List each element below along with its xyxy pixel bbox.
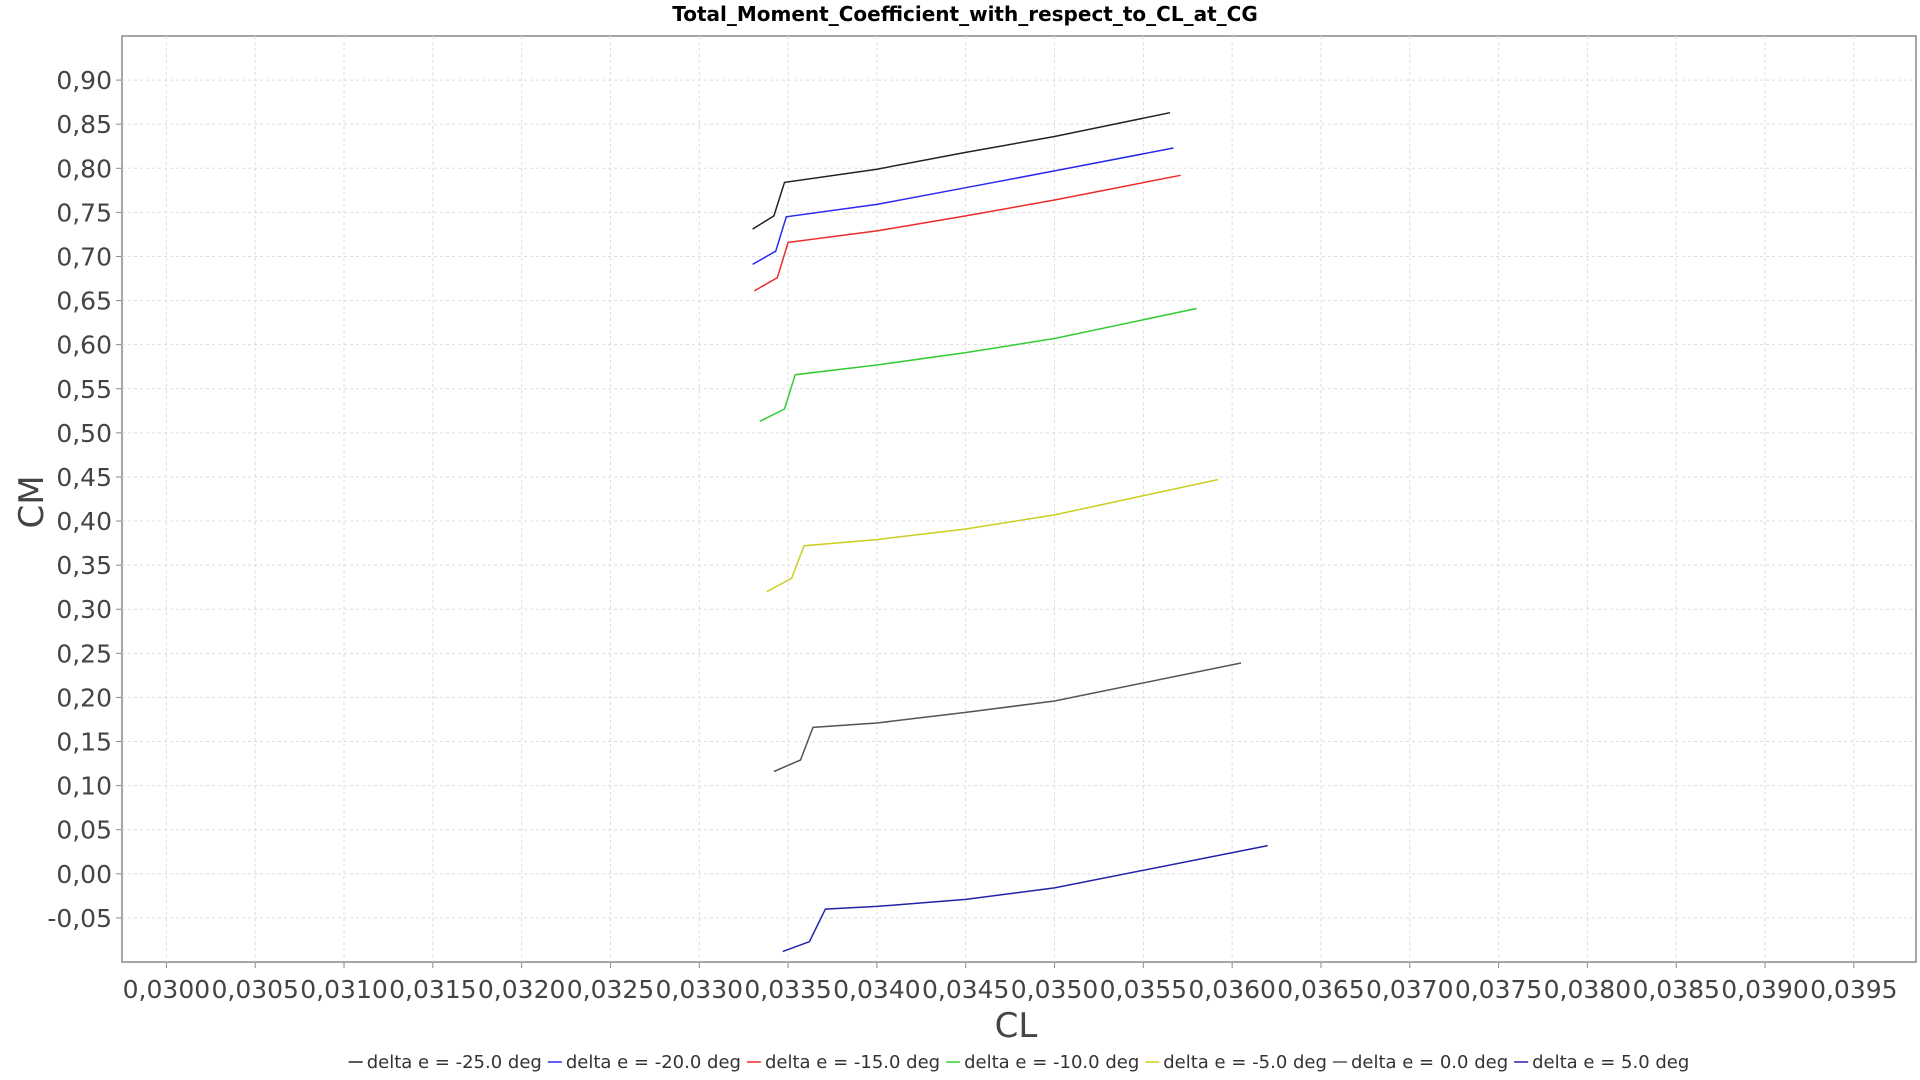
x-tick-label: 0,0385 xyxy=(1632,975,1719,1004)
x-tick-label: 0,0370 xyxy=(1366,975,1453,1004)
y-tick-label: 0,20 xyxy=(56,683,112,712)
x-tick-label: 0,0360 xyxy=(1188,975,1275,1004)
y-tick-label: 0,40 xyxy=(56,507,112,536)
y-axis-ticks: -0,05 0,00 0,05 0,10 0,15 0,20 0,25 0,30 0,35 0,4… xyxy=(47,66,122,933)
x-tick-label: 0,0330 xyxy=(656,975,743,1004)
x-tick-label: 0,0375 xyxy=(1455,975,1542,1004)
y-tick-label: 0,65 xyxy=(56,287,112,316)
y-tick-label: 0,90 xyxy=(56,66,112,95)
series-line xyxy=(759,307,1197,423)
legend-label: delta e = -5.0 deg xyxy=(1163,1052,1327,1073)
x-tick-label: 0,0335 xyxy=(744,975,831,1004)
y-tick-label: 0,70 xyxy=(56,242,112,271)
y-axis-title: CM xyxy=(12,475,52,528)
legend-label: delta e = -10.0 deg xyxy=(964,1052,1139,1073)
x-tick-label: 0,0355 xyxy=(1100,975,1187,1004)
y-tick-label: 0,30 xyxy=(56,595,112,624)
series-line xyxy=(782,844,1268,953)
x-tick-label: 0,0305 xyxy=(211,975,298,1004)
series-line xyxy=(766,478,1219,593)
y-tick-label: 0,50 xyxy=(56,419,112,448)
legend-label: delta e = 5.0 deg xyxy=(1532,1052,1689,1073)
y-tick-label: 0,55 xyxy=(56,375,112,404)
series-line xyxy=(753,174,1181,292)
y-tick-label: 0,75 xyxy=(56,198,112,227)
legend-item: delta e = 0.0 deg xyxy=(1332,1052,1508,1073)
y-tick-label: 0,85 xyxy=(56,110,112,139)
legend-label: delta e = -15.0 deg xyxy=(765,1052,940,1073)
y-tick-label: 0,35 xyxy=(56,551,112,580)
x-tick-label: 0,0365 xyxy=(1277,975,1364,1004)
x-tick-label: 0,0315 xyxy=(389,975,476,1004)
series-line xyxy=(752,111,1171,230)
legend-label: delta e = -20.0 deg xyxy=(566,1052,741,1073)
x-axis-ticks: 0,0300 0,0305 0,0310 0,0315 0,0320 0,0325 0,03… xyxy=(123,962,1898,1004)
series-line xyxy=(752,147,1174,266)
legend-item: delta e = -25.0 deg xyxy=(348,1052,542,1073)
y-tick-label: 0,10 xyxy=(56,772,112,801)
legend-item: delta e = -20.0 deg xyxy=(547,1052,741,1073)
y-tick-label: 0,15 xyxy=(56,728,112,757)
x-tick-label: 0,0320 xyxy=(478,975,565,1004)
x-tick-label: 0,0395 xyxy=(1810,975,1897,1004)
x-tick-label: 0,0350 xyxy=(1011,975,1098,1004)
x-tick-label: 0,0310 xyxy=(300,975,387,1004)
y-tick-label: 0,80 xyxy=(56,154,112,183)
legend-label: delta e = 0.0 deg xyxy=(1351,1052,1508,1073)
y-tick-label: 0,05 xyxy=(56,816,112,845)
legend-label: delta e = -25.0 deg xyxy=(367,1052,542,1073)
x-tick-label: 0,0340 xyxy=(833,975,920,1004)
y-tick-label: -0,05 xyxy=(47,904,112,933)
x-tick-label: 0,0300 xyxy=(123,975,210,1004)
legend-item: delta e = -5.0 deg xyxy=(1145,1052,1327,1073)
series-line xyxy=(773,662,1242,773)
x-tick-label: 0,0380 xyxy=(1544,975,1631,1004)
y-tick-label: 0,00 xyxy=(56,860,112,889)
y-tick-label: 0,60 xyxy=(56,331,112,360)
legend-item: delta e = 5.0 deg xyxy=(1514,1052,1689,1073)
legend: delta e = -25.0 deg delta e = -20.0 deg de… xyxy=(348,1052,1689,1073)
legend-item: delta e = -15.0 deg xyxy=(746,1052,940,1073)
x-tick-label: 0,0345 xyxy=(922,975,1009,1004)
y-tick-label: 0,45 xyxy=(56,463,112,492)
legend-item: delta e = -10.0 deg xyxy=(946,1052,1139,1073)
plot-area xyxy=(121,35,1917,963)
series-lines xyxy=(752,111,1268,953)
y-tick-label: 0,25 xyxy=(56,639,112,668)
chart-title: Total_Moment_Coefficient_with_respect_to… xyxy=(672,2,1257,26)
x-axis-title: CL xyxy=(995,1006,1038,1046)
x-tick-label: 0,0390 xyxy=(1721,975,1808,1004)
x-tick-label: 0,0325 xyxy=(567,975,654,1004)
